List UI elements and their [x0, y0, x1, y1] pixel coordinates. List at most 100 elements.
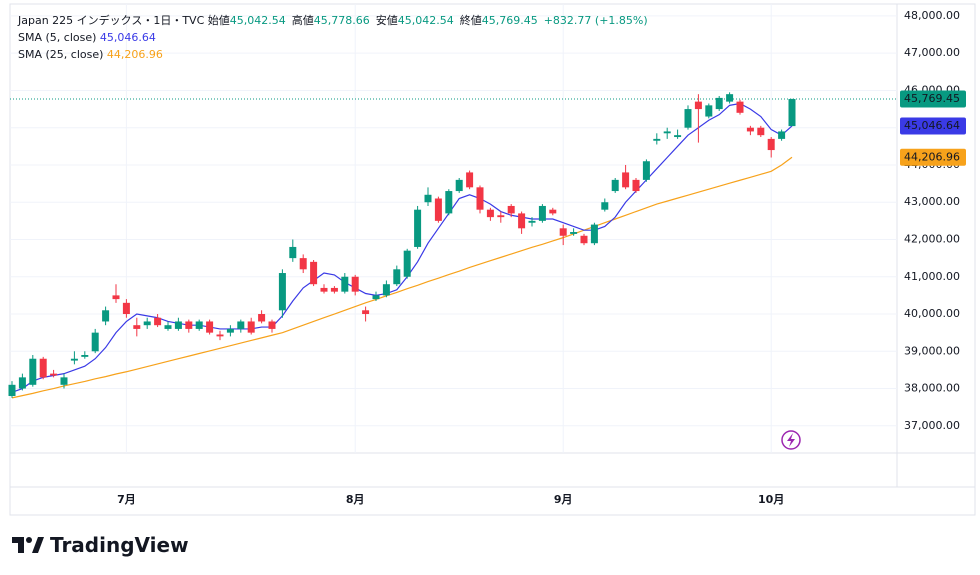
candle-body	[726, 94, 734, 102]
candle-body	[788, 99, 796, 127]
candle-body	[549, 209, 557, 214]
candle-body	[403, 250, 411, 277]
candle-body	[268, 321, 276, 329]
ohlc-name: 安値	[375, 14, 398, 27]
alert-icon[interactable]	[781, 430, 801, 450]
candle-body	[632, 179, 640, 192]
candle-body	[715, 97, 723, 110]
indicator-name: SMA (5, close)	[18, 31, 97, 44]
y-tick-label: 40,000.00	[904, 307, 960, 320]
candle-body	[622, 172, 630, 188]
ohlc-row: Japan 225 インデックス・1日・TVC 始値45,042.54 高値45,…	[18, 12, 648, 29]
candle-body	[29, 358, 37, 385]
candle-body	[455, 179, 463, 192]
candle-body	[70, 358, 78, 361]
indicator-name: SMA (25, close)	[18, 48, 104, 61]
ohlc-value: 45,042.54	[397, 14, 454, 27]
candle-body	[91, 332, 99, 352]
candle-body	[393, 269, 401, 285]
x-tick-label: 9月	[554, 493, 573, 506]
candle-body	[258, 314, 266, 322]
candle-body	[60, 377, 68, 385]
candle-body	[18, 377, 26, 389]
candle-body	[434, 198, 442, 221]
candle-body	[518, 213, 526, 229]
candle-body	[122, 302, 130, 315]
brand-logo	[12, 537, 44, 553]
candle-body	[445, 191, 453, 214]
y-tick-label: 41,000.00	[904, 270, 960, 283]
candle-body	[528, 220, 536, 223]
ohlc-values: 始値45,042.54 高値45,778.66 安値45,042.54 終値45,76…	[208, 14, 544, 27]
candle-body	[590, 224, 598, 244]
candle-body	[154, 317, 162, 326]
candle-body	[382, 284, 390, 296]
candle-body	[320, 287, 328, 292]
candle-body	[486, 209, 494, 218]
y-tick-label: 38,000.00	[904, 382, 960, 395]
candle-body	[767, 138, 775, 151]
price-axis: 37,000.00 38,000.00 39,000.00 40,000.00 41,0…	[900, 9, 966, 432]
candle-body	[362, 310, 370, 315]
sma-badge: 44,206.96	[904, 150, 960, 163]
candle-body	[8, 384, 16, 396]
brand[interactable]: TradingView	[12, 533, 189, 557]
sma-badge-bg	[900, 117, 966, 135]
grid: 7月 8月 9月 10月	[10, 4, 897, 506]
candle-body	[507, 205, 515, 214]
candle-body	[757, 127, 765, 136]
candle-body	[372, 295, 380, 300]
y-tick-label: 39,000.00	[904, 344, 960, 357]
candle-body	[538, 205, 546, 221]
candle-body	[216, 334, 224, 337]
candle-body	[559, 228, 567, 236]
ohlc-name: 高値	[291, 14, 314, 27]
candle-body	[476, 187, 484, 210]
x-tick-label: 8月	[346, 493, 365, 506]
candle-body	[237, 321, 245, 329]
y-tick-label: 37,000.00	[904, 419, 960, 432]
change: +832.77 (+1.85%)	[543, 14, 648, 27]
candle-body	[684, 109, 692, 128]
candle-body	[133, 325, 141, 329]
chart-frame	[9, 3, 976, 516]
candle-body	[102, 310, 110, 322]
plot	[8, 92, 897, 399]
candle-body	[414, 209, 422, 247]
candle-body	[226, 328, 234, 333]
ohlc-value: 45,042.54	[229, 14, 286, 27]
candle-body	[694, 101, 702, 110]
candle-body	[143, 321, 151, 326]
sma-line	[11, 102, 793, 393]
candle-body	[642, 161, 650, 180]
candle-body	[746, 127, 754, 132]
candle-body	[247, 321, 255, 333]
candle-body	[310, 261, 318, 285]
y-tick-label: 42,000.00	[904, 232, 960, 245]
y-tick-label: 43,000.00	[904, 195, 960, 208]
last-price-badge: 45,769.45	[904, 92, 960, 105]
candle-body	[81, 355, 89, 357]
indicator-value: 45,046.64	[99, 31, 156, 44]
y-tick-label: 47,000.00	[904, 46, 960, 59]
candle-body	[351, 276, 359, 292]
candle-body	[206, 321, 214, 333]
candle-body	[663, 131, 671, 134]
x-tick-label: 10月	[758, 493, 784, 506]
ohlc-name: 終値	[459, 14, 482, 27]
indicator-row: SMA (5, close) 45,046.64	[18, 29, 648, 46]
candle-body	[330, 287, 338, 292]
candle-body	[705, 105, 713, 117]
candle-body	[112, 295, 120, 300]
symbol-title: Japan 225 インデックス・1日・TVC	[18, 14, 205, 27]
candle-body	[50, 373, 58, 376]
x-tick-label: 7月	[117, 493, 136, 506]
candle-body	[299, 258, 307, 270]
candle-body	[778, 131, 786, 139]
candle-body	[174, 321, 182, 329]
candle-body	[580, 235, 588, 244]
sma-badge-bg	[900, 148, 966, 166]
ohlc-value: 45,769.45	[481, 14, 538, 27]
candle-body	[466, 172, 474, 188]
